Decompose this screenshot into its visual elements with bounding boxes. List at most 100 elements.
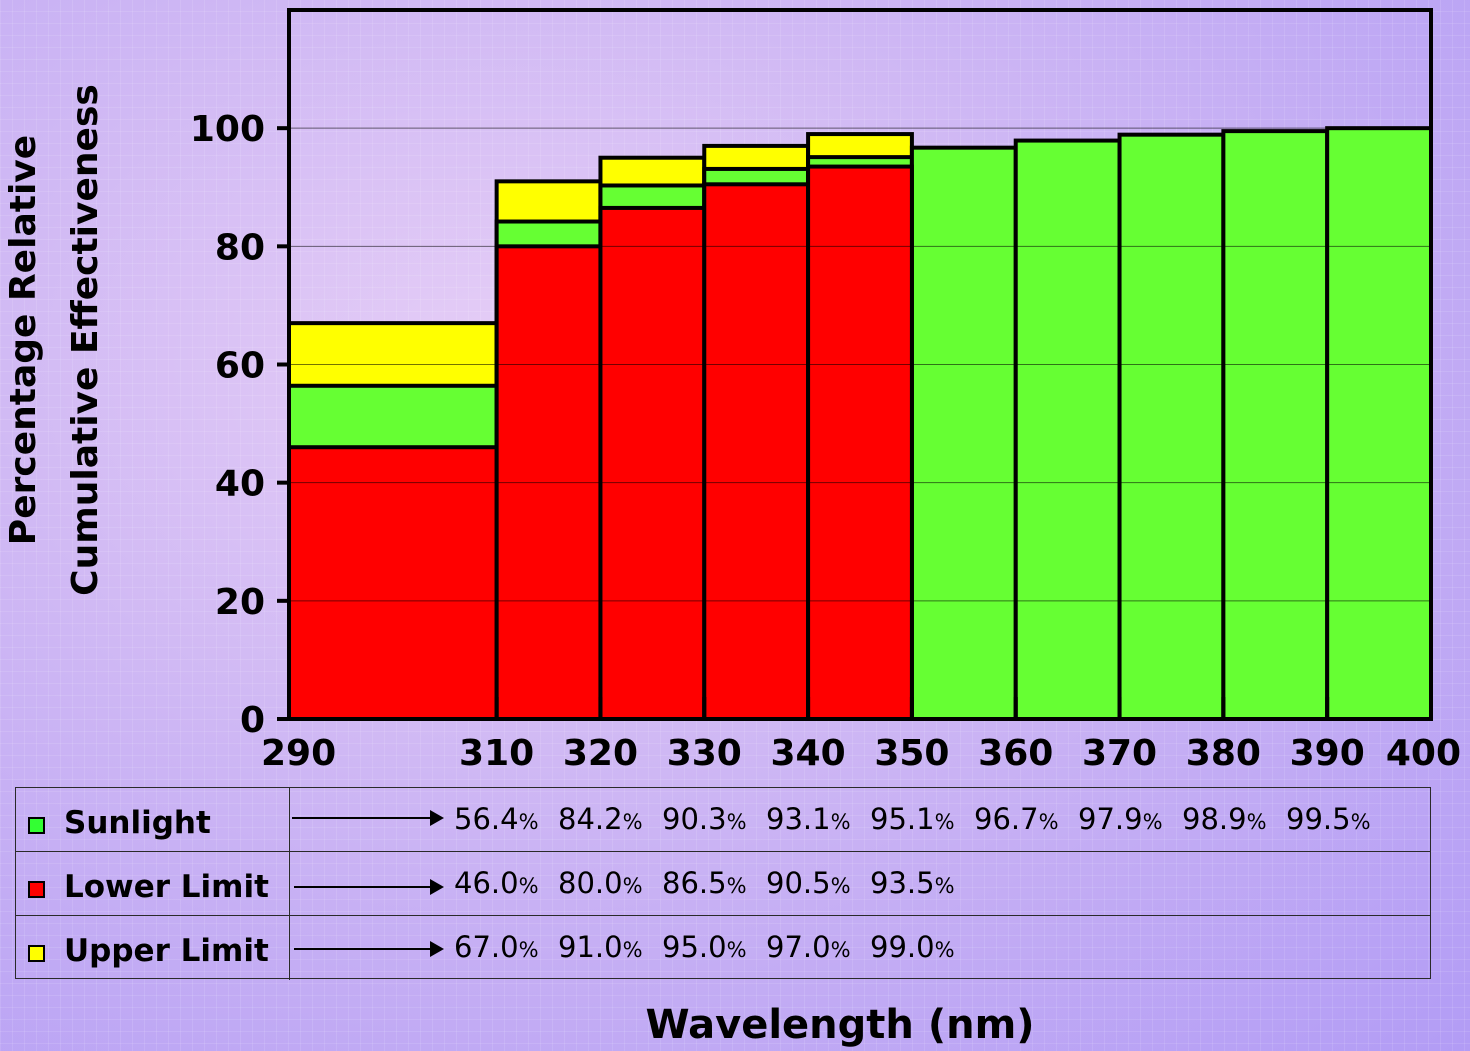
percent-sign: % xyxy=(1350,810,1371,834)
x-tick-label: 330 xyxy=(667,733,742,774)
cell-value: 95.0 xyxy=(662,930,727,964)
table-cell: 84.2% xyxy=(558,802,643,836)
percent-sign: % xyxy=(1142,810,1163,834)
percent-sign: % xyxy=(934,874,955,898)
table-cell: 95.0% xyxy=(662,930,747,964)
table-cell: 90.3% xyxy=(662,802,747,836)
upper-limit-label: Upper Limit xyxy=(64,933,269,969)
cell-value: 84.2 xyxy=(558,802,623,836)
percent-sign: % xyxy=(622,810,643,834)
lower-limit-step xyxy=(287,445,499,721)
sunlight-step xyxy=(1221,129,1330,721)
y-tick-label: 40 xyxy=(215,464,265,505)
percent-sign: % xyxy=(726,874,747,898)
cell-value: 67.0 xyxy=(454,930,519,964)
percent-sign: % xyxy=(622,874,643,898)
arrow-icon xyxy=(294,879,444,895)
table-cell: 95.1% xyxy=(870,802,955,836)
x-tick-label: 340 xyxy=(771,733,846,774)
percent-sign: % xyxy=(830,938,851,962)
table-cell: 46.0% xyxy=(454,866,539,900)
grid-layer xyxy=(289,127,1431,602)
cell-value: 90.3 xyxy=(662,802,727,836)
x-tick-label: 320 xyxy=(563,733,638,774)
y-axis-label-line-2: Cumulative Effectiveness xyxy=(65,84,106,596)
percent-sign: % xyxy=(622,938,643,962)
table-cell: 86.5% xyxy=(662,866,747,900)
x-tick-label: 380 xyxy=(1186,733,1261,774)
cell-value: 93.1 xyxy=(766,802,831,836)
x-tick-label: 290 xyxy=(261,733,336,774)
series-layer xyxy=(287,126,1433,722)
x-tick-label: 370 xyxy=(1082,733,1157,774)
percent-sign: % xyxy=(518,810,539,834)
sunlight-label: Sunlight xyxy=(64,805,211,841)
table-cell: 91.0% xyxy=(558,930,643,964)
cell-value: 97.0 xyxy=(766,930,831,964)
table-cell: 90.5% xyxy=(766,866,851,900)
axis-layer: 0 20 40 60 80 100 290 310 320 330 340 350 360 370 380 3… xyxy=(190,8,1461,774)
table-cell: 97.0% xyxy=(766,930,851,964)
table-cell: 97.9% xyxy=(1078,802,1163,836)
table-cell: 99.0% xyxy=(870,930,955,964)
cell-value: 98.9 xyxy=(1182,802,1247,836)
cell-value: 93.5 xyxy=(870,866,935,900)
table-cell: 98.9% xyxy=(1182,802,1267,836)
y-axis-label-line-1: Percentage Relative xyxy=(3,134,44,546)
cell-value: 90.5 xyxy=(766,866,831,900)
percent-sign: % xyxy=(518,938,539,962)
x-tick-label: 350 xyxy=(874,733,949,774)
cell-value: 97.9 xyxy=(1078,802,1143,836)
y-tick-label: 0 xyxy=(240,700,265,741)
percent-sign: % xyxy=(934,810,955,834)
y-tick-label: 20 xyxy=(215,582,265,623)
percent-sign: % xyxy=(830,810,851,834)
y-tick-label: 100 xyxy=(190,109,265,150)
x-tick-label: 360 xyxy=(978,733,1053,774)
table-cell: 96.7% xyxy=(974,802,1059,836)
percent-sign: % xyxy=(726,810,747,834)
cell-value: 80.0 xyxy=(558,866,623,900)
cell-value: 99.5 xyxy=(1286,802,1351,836)
x-tick-label: 400 xyxy=(1386,733,1461,774)
sunlight-step xyxy=(1117,132,1226,721)
arrow-icon xyxy=(294,941,444,957)
lower-limit-step xyxy=(598,205,707,721)
x-axis-label: Wavelength (nm) xyxy=(645,1002,1035,1048)
table-cell: 80.0% xyxy=(558,866,643,900)
table-cell: 93.1% xyxy=(766,802,851,836)
x-tick-label: 390 xyxy=(1290,733,1365,774)
cell-value: 99.0 xyxy=(870,930,935,964)
upper-limit-swatch xyxy=(28,945,45,962)
lower-limit-label: Lower Limit xyxy=(64,869,269,905)
percent-sign: % xyxy=(1246,810,1267,834)
arrow-icon xyxy=(292,810,444,826)
cell-value: 56.4 xyxy=(454,802,519,836)
table-row-label-cell: Upper Limit xyxy=(16,916,290,980)
cell-value: 95.1 xyxy=(870,802,935,836)
percent-sign: % xyxy=(934,938,955,962)
y-tick-label: 80 xyxy=(215,227,265,268)
sunlight-step xyxy=(1013,138,1122,722)
table-row-upper-limit: Upper Limit 67.0% 91.0% 95.0% 97.0% 99.0% xyxy=(16,916,1430,980)
table-cell: 99.5% xyxy=(1286,802,1371,836)
sunlight-swatch xyxy=(28,817,45,834)
sunlight-step xyxy=(1325,126,1433,721)
data-table: Sunlight 56.4% 84.2% 90.3% 93.1% 95.1% 96.7% 9… xyxy=(15,787,1431,980)
cell-value: 46.0 xyxy=(454,866,519,900)
y-tick-label: 60 xyxy=(215,346,265,387)
percent-sign: % xyxy=(518,874,539,898)
table-row-sunlight: Sunlight 56.4% 84.2% 90.3% 93.1% 95.1% 96.7% 9… xyxy=(16,788,1430,852)
table-cell: 93.5% xyxy=(870,866,955,900)
table-cell: 67.0% xyxy=(454,930,539,964)
table-row-lower-limit: Lower Limit 46.0% 80.0% 86.5% 90.5% 93.5% xyxy=(16,852,1430,916)
x-tick-label: 310 xyxy=(459,733,534,774)
sunlight-step xyxy=(909,145,1018,721)
table-row-label-cell: Sunlight xyxy=(16,788,290,851)
percent-sign: % xyxy=(1038,810,1059,834)
table-cell: 56.4% xyxy=(454,802,539,836)
percent-sign: % xyxy=(830,874,851,898)
lower-limit-step xyxy=(702,182,811,721)
lower-limit-swatch xyxy=(28,881,45,898)
